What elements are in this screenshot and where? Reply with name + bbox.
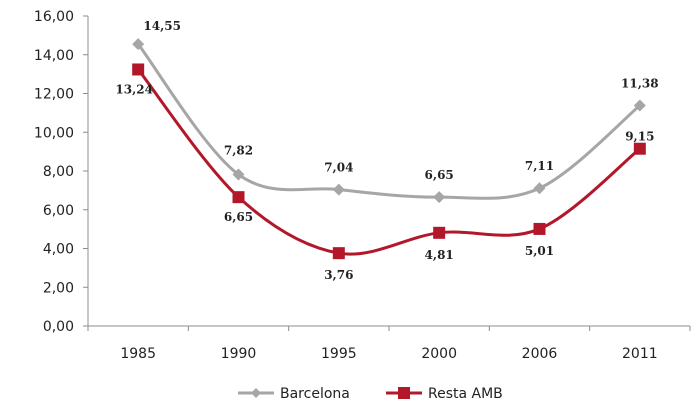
y-tick-label: 4,00: [43, 242, 74, 258]
y-tick-label: 16,00: [34, 9, 74, 25]
legend-label-barcelona: Barcelona: [280, 386, 350, 402]
point-marker-resta-amb: [332, 247, 345, 260]
data-label-resta-amb: 13,24: [115, 82, 153, 96]
data-label-barcelona: 7,82: [224, 143, 253, 157]
data-label-barcelona: 14,55: [143, 19, 181, 33]
x-tick-label: 2011: [622, 346, 658, 362]
legend: Barcelona Resta AMB: [238, 386, 503, 402]
y-tick-label: 6,00: [43, 203, 74, 219]
point-marker-barcelona: [433, 191, 446, 204]
series-line-resta-amb: [136, 68, 641, 256]
point-marker-resta-amb: [533, 222, 546, 235]
point-marker-resta-amb: [433, 226, 446, 239]
point-marker-resta-amb: [232, 191, 245, 204]
data-label-barcelona: 7,11: [525, 159, 554, 173]
legend-marker-resta-amb: [398, 387, 410, 399]
chart-series: [132, 38, 646, 260]
y-tick-label: 8,00: [43, 164, 74, 180]
y-tick-label: 0,00: [43, 319, 74, 335]
x-tick-label: 2006: [522, 346, 558, 362]
legend-marker-barcelona: [251, 388, 261, 398]
data-label-barcelona: 6,65: [425, 168, 454, 182]
x-tick-label: 1990: [221, 346, 257, 362]
data-label-resta-amb: 3,76: [324, 268, 353, 282]
data-label-resta-amb: 9,15: [625, 130, 654, 144]
point-marker-resta-amb: [633, 142, 646, 155]
y-tick-label: 10,00: [34, 125, 74, 141]
legend-label-resta-amb: Resta AMB: [428, 386, 503, 402]
point-marker-barcelona: [533, 182, 546, 195]
x-tick-label: 2000: [421, 346, 457, 362]
y-tick-label: 12,00: [34, 87, 74, 103]
data-label-resta-amb: 6,65: [224, 210, 253, 224]
y-tick-label: 2,00: [43, 280, 74, 296]
chart-axes: [83, 15, 691, 331]
x-tick-label: 1985: [120, 346, 156, 362]
data-labels: 14,55 7,82 7,04 6,65 7,11 11,38 13,24 6,65 3,76 4…: [115, 19, 658, 282]
x-axis-tick-labels: 1985 1990 1995 2000 2006 2011: [120, 346, 657, 362]
series-line-barcelona: [136, 43, 641, 200]
point-marker-barcelona: [633, 99, 646, 112]
x-tick-label: 1995: [321, 346, 357, 362]
point-marker-resta-amb: [132, 63, 145, 76]
data-label-resta-amb: 5,01: [525, 244, 554, 258]
point-marker-barcelona: [332, 183, 345, 196]
y-axis-tick-labels: 0,00 2,00 4,00 6,00 8,00 10,00 12,00 14,00 16,00: [34, 9, 74, 335]
data-label-barcelona: 7,04: [324, 161, 353, 175]
data-label-barcelona: 11,38: [621, 77, 659, 91]
data-label-resta-amb: 4,81: [425, 248, 454, 262]
y-tick-label: 14,00: [34, 48, 74, 64]
point-marker-barcelona: [132, 38, 145, 51]
point-marker-barcelona: [232, 168, 245, 181]
